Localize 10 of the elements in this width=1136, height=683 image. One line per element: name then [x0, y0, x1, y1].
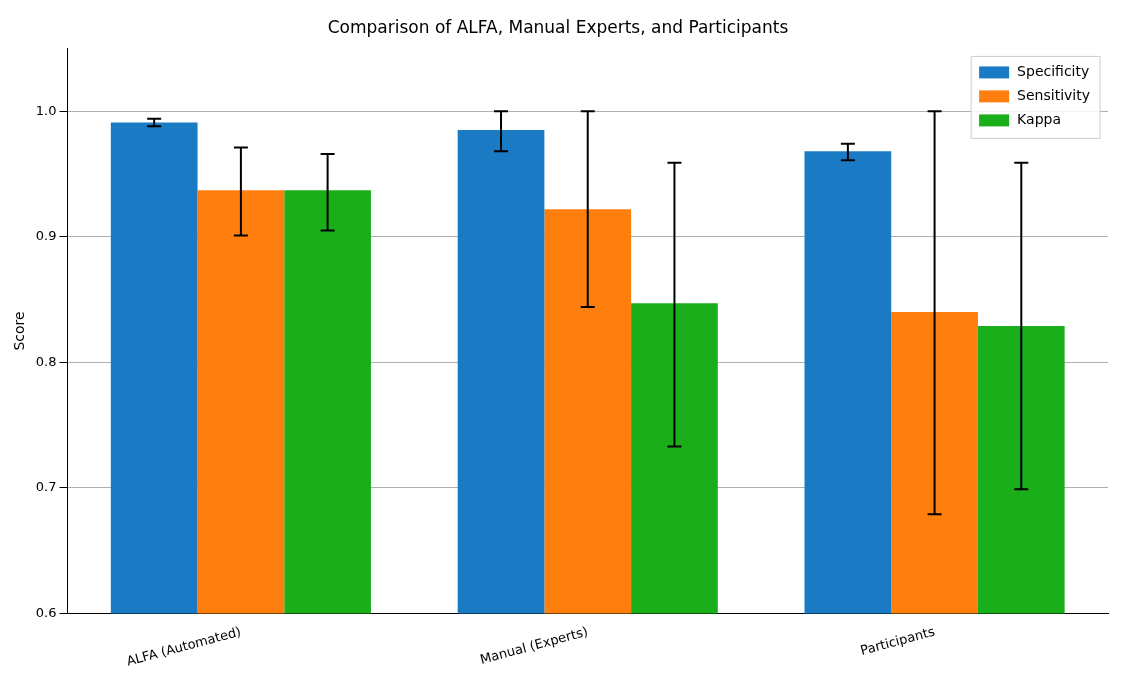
- y-axis-title: Score: [11, 311, 28, 351]
- y-tick-label: 1.0: [35, 102, 57, 118]
- legend-label: Kappa: [1017, 111, 1061, 128]
- y-tick-label: 0.6: [35, 604, 57, 620]
- y-tick-label: 0.7: [35, 479, 57, 495]
- y-tick-label: 0.8: [35, 353, 57, 369]
- chart-title: Comparison of ALFA, Manual Experts, and Participants: [327, 16, 789, 37]
- y-tick-label: 0.9: [35, 228, 57, 244]
- legend-label: Sensitivity: [1017, 87, 1091, 104]
- legend-label: Specificity: [1017, 63, 1090, 80]
